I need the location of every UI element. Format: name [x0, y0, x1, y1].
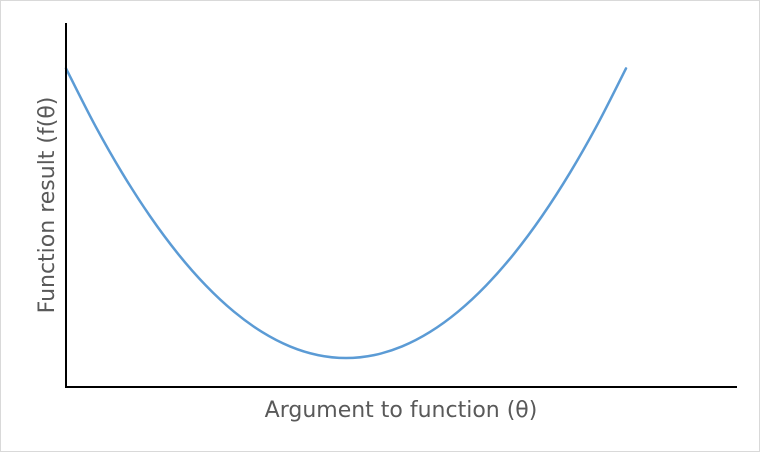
function-curve: [64, 67, 628, 360]
plot-area: [64, 67, 628, 360]
x-axis-title: Argument to function (θ): [265, 398, 538, 423]
y-axis-title: Function result (f(θ): [35, 97, 60, 314]
